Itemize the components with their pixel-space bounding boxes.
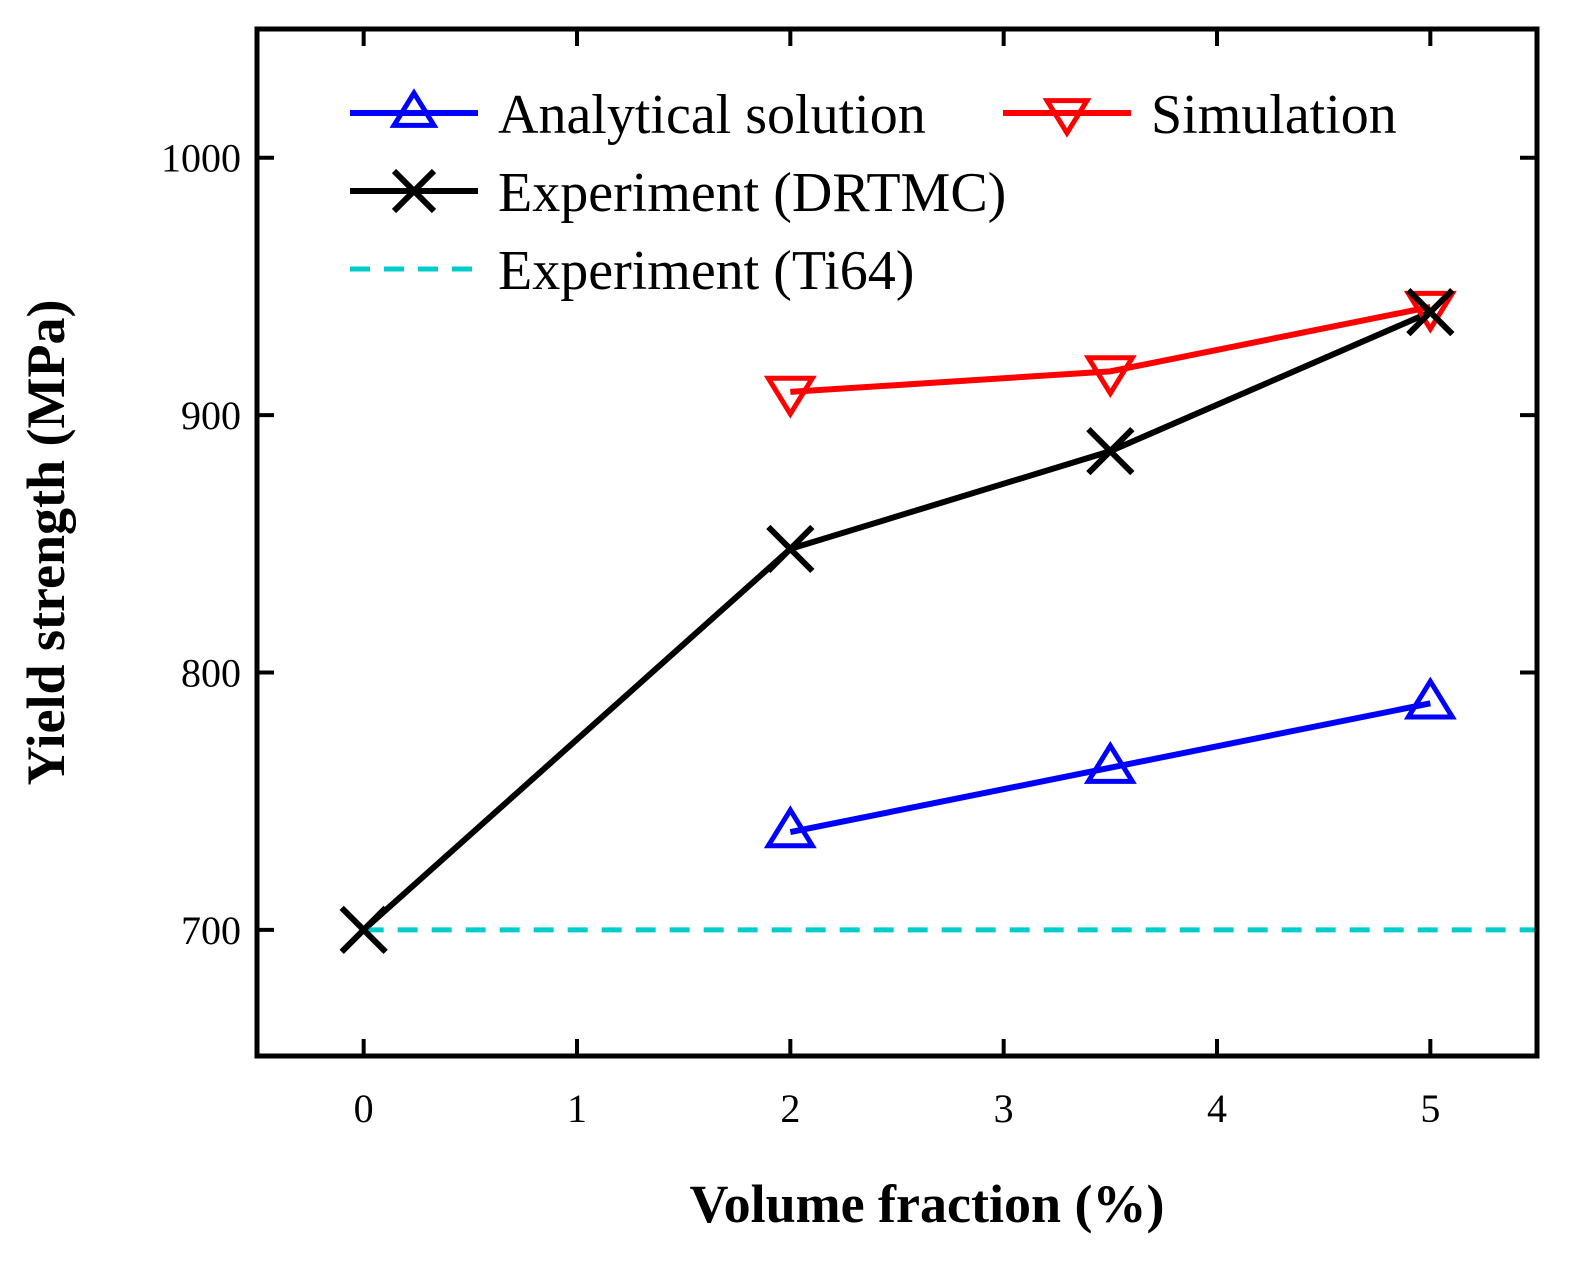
legend-label-simulation: Simulation (1151, 84, 1397, 146)
series-line-experiment-drtmc (361, 309, 1432, 933)
point-simulation-0 (763, 375, 817, 419)
legend-label-experiment-ti64: Experiment (Ti64) (498, 240, 914, 302)
x-tick-label-4: 4 (1207, 1086, 1227, 1131)
tick-labels: 0 1 2 3 4 5 700 800 900 1000 (161, 136, 1440, 1131)
legend-item-experiment-drtmc: Experiment (DRTMC) (350, 162, 1006, 224)
x-tick-label-1: 1 (567, 1086, 587, 1131)
legend-item-analytical-solution: Analytical solution (350, 84, 926, 146)
series-line-simulation (790, 304, 1431, 395)
legend-marker-experiment-drtmc (391, 168, 437, 214)
point-experiment-drtmc-0 (339, 905, 388, 954)
point-experiment-drtmc-3 (1406, 288, 1455, 337)
series-line-analytical-solution (789, 700, 1431, 836)
point-simulation-1 (1083, 355, 1137, 399)
legend-item-simulation: Simulation (1003, 84, 1397, 146)
legend-marker-simulation (1042, 98, 1092, 138)
point-experiment-drtmc-2 (1086, 427, 1135, 476)
legend-label-experiment-drtmc: Experiment (DRTMC) (498, 162, 1006, 224)
x-tick-label-2: 2 (780, 1086, 800, 1131)
legend-marker-analytical-solution (389, 88, 439, 128)
point-analytical-solution-0 (763, 805, 817, 849)
series-lines (361, 304, 1537, 933)
y-tick-label-800: 800 (181, 650, 241, 695)
x-tick-label-3: 3 (994, 1086, 1014, 1131)
y-tick-label-700: 700 (181, 908, 241, 953)
legend-item-experiment-ti64: Experiment (Ti64) (350, 240, 914, 302)
y-tick-label-1000: 1000 (161, 136, 241, 181)
legend: Analytical solution Simulation Experiment … (350, 84, 1397, 302)
point-simulation-2 (1403, 290, 1457, 334)
y-tick-label-900: 900 (181, 393, 241, 438)
point-analytical-solution-1 (1083, 740, 1137, 784)
y-axis-title: Yield strength (MPa) (16, 300, 76, 786)
point-analytical-solution-2 (1403, 676, 1457, 720)
series-markers (339, 288, 1457, 954)
legend-label-analytical-solution: Analytical solution (498, 84, 926, 146)
plot-frame (254, 26, 1540, 1059)
x-tick-label-0: 0 (354, 1086, 374, 1131)
point-experiment-drtmc-1 (766, 524, 815, 574)
x-axis-title: Volume fraction (%) (690, 1174, 1165, 1234)
x-tick-label-5: 5 (1420, 1086, 1440, 1131)
